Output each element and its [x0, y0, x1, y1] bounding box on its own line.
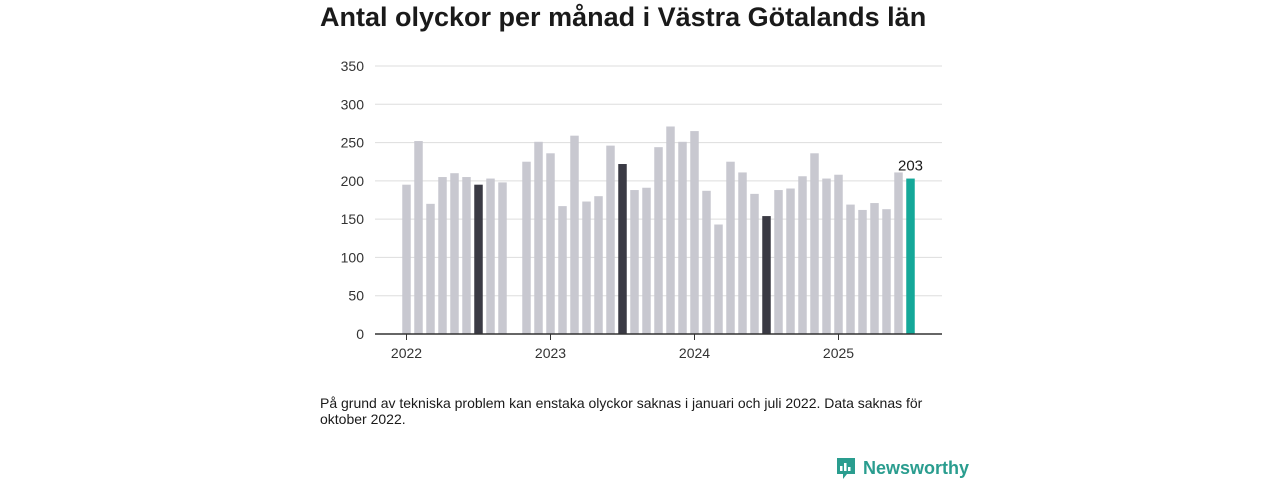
y-axis-labels: 0 50 100 150 200 250 300 350 [341, 58, 365, 342]
bar-2023-12 [678, 141, 687, 334]
bar-2024-11 [810, 153, 819, 334]
x-axis-labels: 2022 2023 2024 2025 [391, 334, 854, 361]
x-tick-label: 2023 [535, 345, 566, 361]
y-tick-label: 200 [341, 173, 365, 189]
bar-2025-04 [870, 203, 879, 334]
bar-2022-12 [534, 141, 543, 334]
y-tick-label: 350 [341, 58, 365, 74]
bar-2025-07 [906, 178, 915, 334]
brand-name: Newsworthy [863, 457, 970, 478]
bar-2025-03 [858, 209, 867, 334]
x-tick-label: 2024 [679, 345, 710, 361]
bars [402, 126, 915, 335]
bar-2025-05 [882, 209, 891, 334]
bar-2024-04 [726, 161, 735, 334]
bar-2022-01 [402, 184, 411, 334]
bar-2022-02 [414, 141, 423, 334]
bar-2023-01 [546, 153, 555, 334]
newsworthy-logo: Newsworthy [835, 455, 969, 481]
bar-2023-06 [606, 145, 615, 334]
x-tick-label: 2025 [823, 345, 854, 361]
bar-2022-07 [474, 184, 483, 334]
bar-2023-11 [666, 126, 675, 335]
bar-chart: 0 50 100 150 200 250 300 350 2022 2023 2024 2025 2… [341, 58, 942, 361]
bar-2022-09 [498, 182, 507, 334]
bar-2022-04 [438, 177, 447, 334]
footnote: På grund av tekniska problem kan enstaka… [320, 395, 923, 427]
bar-2023-02 [558, 206, 567, 334]
bar-2024-08 [774, 190, 783, 334]
bar-2023-05 [594, 196, 603, 334]
bar-2025-01 [834, 174, 843, 334]
bar-2022-06 [462, 177, 471, 334]
bar-2025-02 [846, 204, 855, 334]
bar-2024-10 [798, 176, 807, 334]
bar-2023-10 [654, 147, 663, 334]
bar-2023-07 [618, 164, 627, 334]
bar-2024-12 [822, 178, 831, 334]
bar-2022-03 [426, 203, 435, 334]
y-tick-label: 300 [341, 96, 365, 112]
x-tick-label: 2022 [391, 345, 422, 361]
bar-2024-09 [786, 188, 795, 334]
bar-2024-01 [690, 131, 699, 334]
bar-2024-06 [750, 193, 759, 334]
bar-2022-08 [486, 178, 495, 334]
y-tick-label: 0 [356, 326, 364, 342]
bar-2023-04 [582, 201, 591, 334]
chart-title: Antal olyckor per månad i Västra Götalan… [320, 2, 927, 32]
y-tick-label: 250 [341, 135, 365, 151]
bar-2024-03 [714, 224, 723, 334]
bar-2023-03 [570, 135, 579, 334]
bar-2025-06 [894, 172, 903, 334]
latest-value-label: 203 [898, 158, 923, 175]
bar-2024-05 [738, 172, 747, 334]
bar-2022-05 [450, 173, 459, 334]
y-tick-label: 100 [341, 249, 365, 265]
y-tick-label: 50 [348, 288, 364, 304]
bar-2024-02 [702, 190, 711, 334]
bar-chart-speech-icon [837, 458, 855, 479]
y-tick-label: 150 [341, 211, 365, 227]
bar-2023-09 [642, 187, 651, 334]
bar-2023-08 [630, 190, 639, 334]
bar-2024-07 [762, 216, 771, 334]
bar-2022-11 [522, 161, 531, 334]
